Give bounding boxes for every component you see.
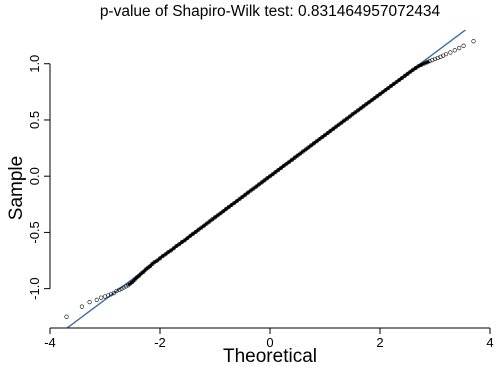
data-point: [111, 291, 116, 296]
x-axis: -4 -2 0 2 4: [44, 327, 494, 350]
chart-title: p-value of Shapiro-Wilk test: 0.83146495…: [100, 3, 441, 20]
x-tick-label: 0: [266, 335, 273, 350]
data-point: [430, 58, 435, 63]
x-tick-label: -2: [154, 335, 166, 350]
data-point: [448, 50, 453, 55]
data-point: [119, 286, 124, 291]
x-tick-label: 2: [376, 335, 383, 350]
data-point: [435, 55, 440, 60]
data-point: [94, 297, 99, 302]
data-point: [87, 300, 92, 305]
y-tick-label: 0.5: [27, 111, 42, 129]
y-axis-label: Sample: [6, 156, 27, 220]
x-tick-label: -4: [44, 335, 56, 350]
data-point: [471, 39, 476, 44]
data-point: [106, 293, 111, 298]
y-tick-label: -0.5: [27, 221, 42, 243]
dense-point-band: [127, 60, 430, 287]
y-tick-label: 1.0: [27, 55, 42, 73]
data-point: [108, 292, 114, 297]
data-point: [443, 52, 449, 57]
data-point: [452, 48, 457, 53]
x-tick-label: 4: [486, 335, 493, 350]
data-point: [114, 288, 119, 293]
data-point: [432, 56, 438, 62]
data-point: [121, 285, 126, 290]
data-point: [438, 54, 443, 59]
data-point: [457, 45, 462, 51]
y-tick-label: -1.0: [27, 277, 42, 299]
x-axis-label: Theoretical: [223, 346, 317, 366]
y-axis: -1.0 -0.5 0.0 0.5 1.0: [27, 55, 51, 300]
y-tick-label: 0.0: [27, 167, 42, 185]
data-point: [64, 314, 69, 319]
data-point: [123, 284, 128, 289]
data-point: [117, 287, 122, 292]
data-point: [461, 43, 466, 48]
data-point: [79, 304, 84, 309]
data-point: [99, 295, 104, 300]
